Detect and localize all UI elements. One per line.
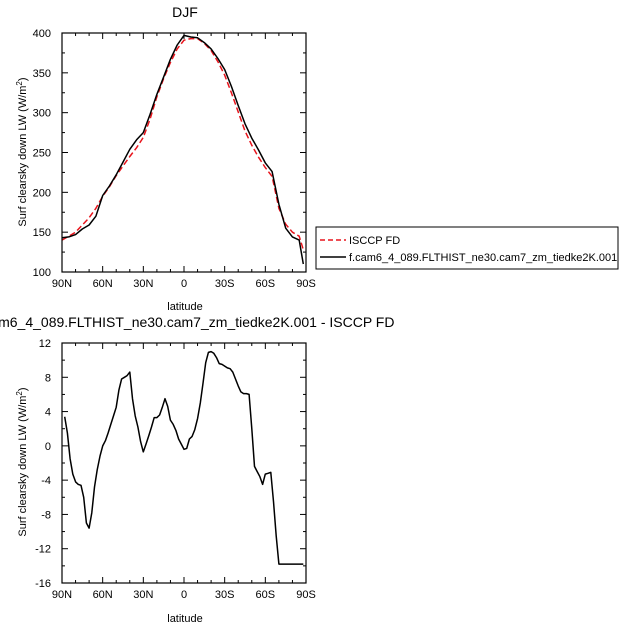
bottom-y-label-end: ): [17, 387, 29, 391]
bottom-y-tick-label: 8: [45, 372, 51, 384]
bottom-panel: f.cam6_4_089.FLTHIST_ne30.cam7_zm_tiedke…: [0, 314, 394, 625]
top-y-tick-label: 100: [33, 267, 51, 279]
top-y-label-end: ): [17, 77, 29, 81]
bottom-y-tick-label: -8: [41, 509, 51, 521]
top-series-line-1: [61, 34, 305, 265]
top-series-line-0: [61, 37, 305, 250]
top-y-tick-label: 300: [33, 108, 51, 120]
bottom-x-tick-label: 60N: [93, 589, 113, 601]
top-y-label-main: Surf clearsky down LW (W/m: [17, 86, 29, 227]
legend-box: [315, 226, 619, 270]
top-chart-title: DJF: [172, 4, 198, 20]
top-y-axis-label: Surf clearsky down LW (W/m2): [15, 77, 30, 226]
bottom-x-tick-label: 90N: [52, 589, 72, 601]
legend: ISCCP FD f.cam6_4_089.FLTHIST_ne30.cam7_…: [315, 226, 619, 270]
bottom-x-tick-label: 90S: [296, 589, 316, 601]
bottom-plot-frame: [61, 342, 307, 584]
bottom-x-tick-label: 60S: [256, 589, 276, 601]
top-y-tick-label: 350: [33, 68, 51, 80]
bottom-y-label-main: Surf clearsky down LW (W/m: [17, 396, 29, 537]
bottom-y-axis-label: Surf clearsky down LW (W/m2): [15, 387, 30, 536]
bottom-x-axis-label: latitude: [167, 613, 202, 625]
top-panel: DJF latitude Surf clearsky down LW (W/m2…: [15, 4, 619, 313]
legend-label-model: f.cam6_4_089.FLTHIST_ne30.cam7_zm_tiedke…: [349, 252, 617, 264]
top-x-tick-label: 60S: [256, 278, 276, 290]
bottom-y-tick-label: 12: [39, 338, 51, 350]
top-x-axis-label: latitude: [167, 301, 202, 313]
top-x-tick-label: 90S: [296, 278, 316, 290]
bottom-y-tick-label: -4: [41, 475, 51, 487]
top-y-label-sup: 2: [15, 81, 24, 86]
top-x-tick-label: 0: [181, 278, 187, 290]
bottom-y-tick-label: -12: [35, 544, 51, 556]
top-plot-frame: [61, 32, 307, 273]
top-y-tick-label: 400: [33, 28, 51, 40]
top-y-tick-label: 250: [33, 148, 51, 160]
bottom-y-tick-label: -16: [35, 578, 51, 590]
bottom-y-tick-label: 4: [45, 407, 51, 419]
top-x-tick-label: 60N: [93, 278, 113, 290]
bottom-series-line-0: [63, 350, 304, 565]
top-x-tick-label: 30N: [133, 278, 153, 290]
bottom-x-tick-label: 30S: [215, 589, 235, 601]
top-x-tick-label: 30S: [215, 278, 235, 290]
bottom-y-tick-label: 0: [45, 441, 51, 453]
legend-label-isccp: ISCCP FD: [349, 235, 400, 247]
top-y-tick-label: 150: [33, 227, 51, 239]
bottom-x-tick-label: 0: [181, 589, 187, 601]
bottom-y-label-sup: 2: [15, 391, 24, 396]
bottom-x-tick-label: 30N: [133, 589, 153, 601]
top-x-tick-label: 90N: [52, 278, 72, 290]
bottom-chart-title: f.cam6_4_089.FLTHIST_ne30.cam7_zm_tiedke…: [0, 314, 394, 330]
top-y-tick-label: 200: [33, 187, 51, 199]
